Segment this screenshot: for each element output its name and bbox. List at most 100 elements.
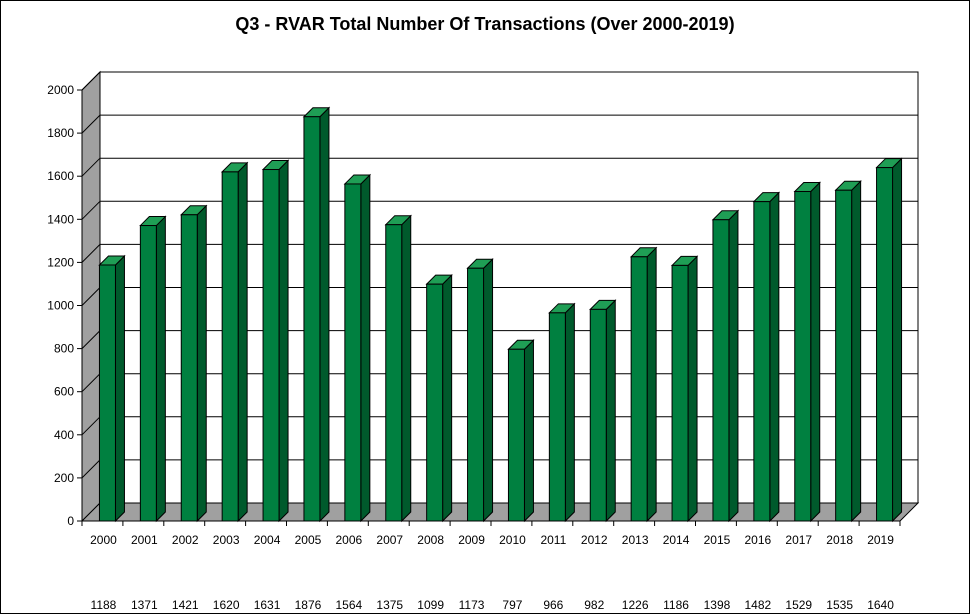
bar-side — [564, 302, 575, 523]
bar-side — [360, 173, 371, 523]
value-label: 1173 — [459, 598, 485, 612]
x-category-label: 2006 — [335, 533, 362, 547]
bar-front — [98, 264, 116, 522]
bar-side — [155, 215, 166, 523]
bar-front — [671, 264, 689, 522]
x-category-label: 2019 — [867, 533, 894, 547]
x-category-label: 2014 — [663, 533, 690, 547]
y-tick-label: 1000 — [47, 299, 74, 313]
gridline-depth — [81, 416, 101, 436]
bar-side — [483, 258, 494, 523]
x-axis-labels: 2000 2001 2002 2003 2004 2005 2006 2007 2008 2009… — [81, 521, 901, 547]
bar — [629, 246, 658, 523]
bars — [98, 106, 903, 523]
value-label: 1226 — [622, 598, 649, 612]
y-tick-label: 1400 — [47, 212, 74, 226]
bar — [139, 215, 167, 523]
value-label: 1620 — [213, 598, 240, 612]
bar-side — [646, 246, 657, 523]
bar-front — [835, 189, 853, 522]
value-label: 1186 — [663, 598, 689, 612]
bar — [752, 191, 781, 523]
bar — [711, 209, 740, 523]
bar — [793, 181, 821, 523]
floor — [80, 502, 920, 522]
y-tick-label: 1200 — [47, 255, 74, 269]
y-tick-label: 0 — [67, 514, 74, 528]
bar-front — [712, 219, 730, 522]
y-tick-label: 1600 — [47, 169, 74, 183]
bar-side — [114, 254, 125, 523]
bar-side — [401, 214, 412, 523]
value-label: 1421 — [172, 598, 199, 612]
bar-front — [344, 183, 362, 522]
bar — [343, 173, 372, 523]
bar-front — [507, 348, 525, 522]
chart-walls — [80, 70, 920, 523]
y-tick-label: 400 — [54, 428, 74, 442]
value-label: 1564 — [335, 598, 362, 612]
bar-side — [523, 339, 534, 523]
bar — [302, 106, 331, 523]
bar — [589, 299, 617, 523]
gridline-depth — [81, 71, 101, 91]
bar — [425, 273, 453, 523]
bar — [670, 255, 699, 523]
value-label: 1876 — [295, 598, 322, 612]
gridline-depth — [81, 459, 101, 479]
bar — [548, 302, 576, 523]
x-category-label: 2010 — [499, 533, 526, 547]
bar-side — [810, 181, 821, 523]
bar-front — [630, 256, 648, 522]
bar — [261, 159, 290, 523]
x-category-label: 2018 — [826, 533, 853, 547]
bar-side — [728, 209, 739, 523]
x-category-label: 2011 — [540, 533, 566, 547]
x-category-label: 2004 — [254, 533, 281, 547]
bar — [466, 258, 494, 523]
bar — [220, 161, 249, 523]
value-label: 797 — [502, 598, 522, 612]
value-label: 1375 — [376, 598, 403, 612]
bar-front — [262, 169, 280, 522]
x-category-label: 2001 — [131, 533, 158, 547]
x-category-label: 2008 — [417, 533, 444, 547]
bar-side — [442, 273, 453, 523]
value-label: 1631 — [254, 598, 281, 612]
x-category-label: 2017 — [785, 533, 812, 547]
bar-front — [426, 283, 444, 522]
chart-title: Q3 - RVAR Total Number Of Transactions (… — [235, 14, 735, 34]
bar-front — [303, 116, 321, 522]
y-tick-label: 1800 — [47, 126, 74, 140]
gridline-depth — [81, 157, 101, 177]
value-label: 1535 — [826, 598, 853, 612]
y-tick-label: 600 — [54, 385, 74, 399]
bar-front — [794, 191, 812, 522]
bar — [875, 157, 903, 523]
bar-front — [589, 308, 607, 522]
bar — [834, 180, 862, 523]
value-labels: 1188 1371 1421 1620 1631 1876 1564 1375 1099 1173… — [91, 598, 895, 612]
value-label: 1099 — [417, 598, 444, 612]
value-label: 966 — [543, 598, 563, 612]
bar-side — [196, 204, 207, 523]
bar-side — [237, 161, 248, 523]
x-category-label: 2007 — [376, 533, 403, 547]
value-label: 1398 — [704, 598, 731, 612]
x-category-label: 2002 — [172, 533, 199, 547]
bar-side — [769, 191, 780, 523]
gridline-depth — [81, 114, 101, 134]
bar-front — [467, 267, 485, 522]
bar-front — [221, 171, 239, 522]
bar-side — [687, 255, 698, 523]
value-label: 1188 — [91, 598, 117, 612]
x-category-label: 2015 — [704, 533, 731, 547]
y-tick-label: 2000 — [47, 83, 74, 97]
x-category-label: 2005 — [295, 533, 322, 547]
x-category-label: 2013 — [622, 533, 649, 547]
value-label: 1371 — [131, 598, 158, 612]
bar-front — [385, 224, 403, 522]
y-tick-label: 200 — [54, 471, 74, 485]
y-tick-label: 800 — [54, 342, 74, 356]
